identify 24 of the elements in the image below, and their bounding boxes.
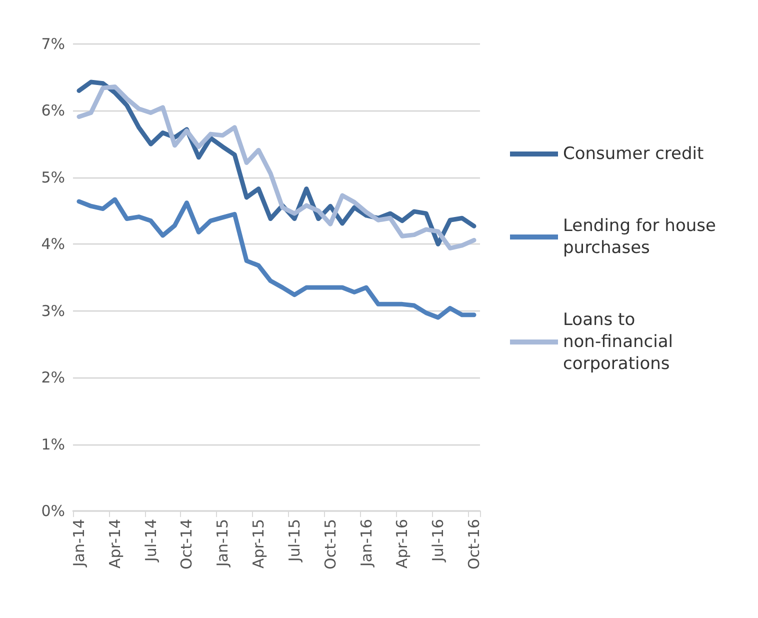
legend-label: Loans to non-financial corporations — [563, 310, 678, 374]
legend-label: Consumer credit — [563, 144, 704, 164]
y-tick-label: 1% — [41, 435, 65, 454]
legend-label: Lending for house purchases — [563, 216, 722, 258]
y-tick-label: 3% — [41, 302, 65, 320]
x-tick-label: Jul-15 — [285, 519, 304, 563]
x-tick-label: Jan-14 — [70, 519, 88, 568]
x-tick-label: Jan-15 — [214, 519, 232, 568]
y-tick-label: 4% — [41, 235, 65, 254]
line-series — [76, 197, 476, 320]
y-tick-label: 0% — [41, 502, 65, 520]
y-tick-label: 5% — [41, 168, 65, 186]
x-tick-label: Apr-15 — [250, 519, 268, 568]
x-tick-label: Jul-14 — [142, 519, 160, 563]
x-tick-label: Jul-16 — [429, 519, 448, 563]
y-tick-label: 2% — [41, 368, 65, 387]
y-tick-label: 7% — [41, 35, 65, 53]
x-tick-label: Apr-16 — [393, 519, 412, 568]
x-tick-label: Oct-15 — [321, 519, 340, 570]
x-tick-label: Jan-16 — [357, 519, 376, 568]
x-tick-label: Apr-14 — [106, 519, 124, 568]
x-tick-label: Oct-14 — [178, 519, 196, 570]
y-tick-label: 6% — [41, 102, 65, 120]
x-tick-label: Oct-16 — [465, 519, 484, 570]
